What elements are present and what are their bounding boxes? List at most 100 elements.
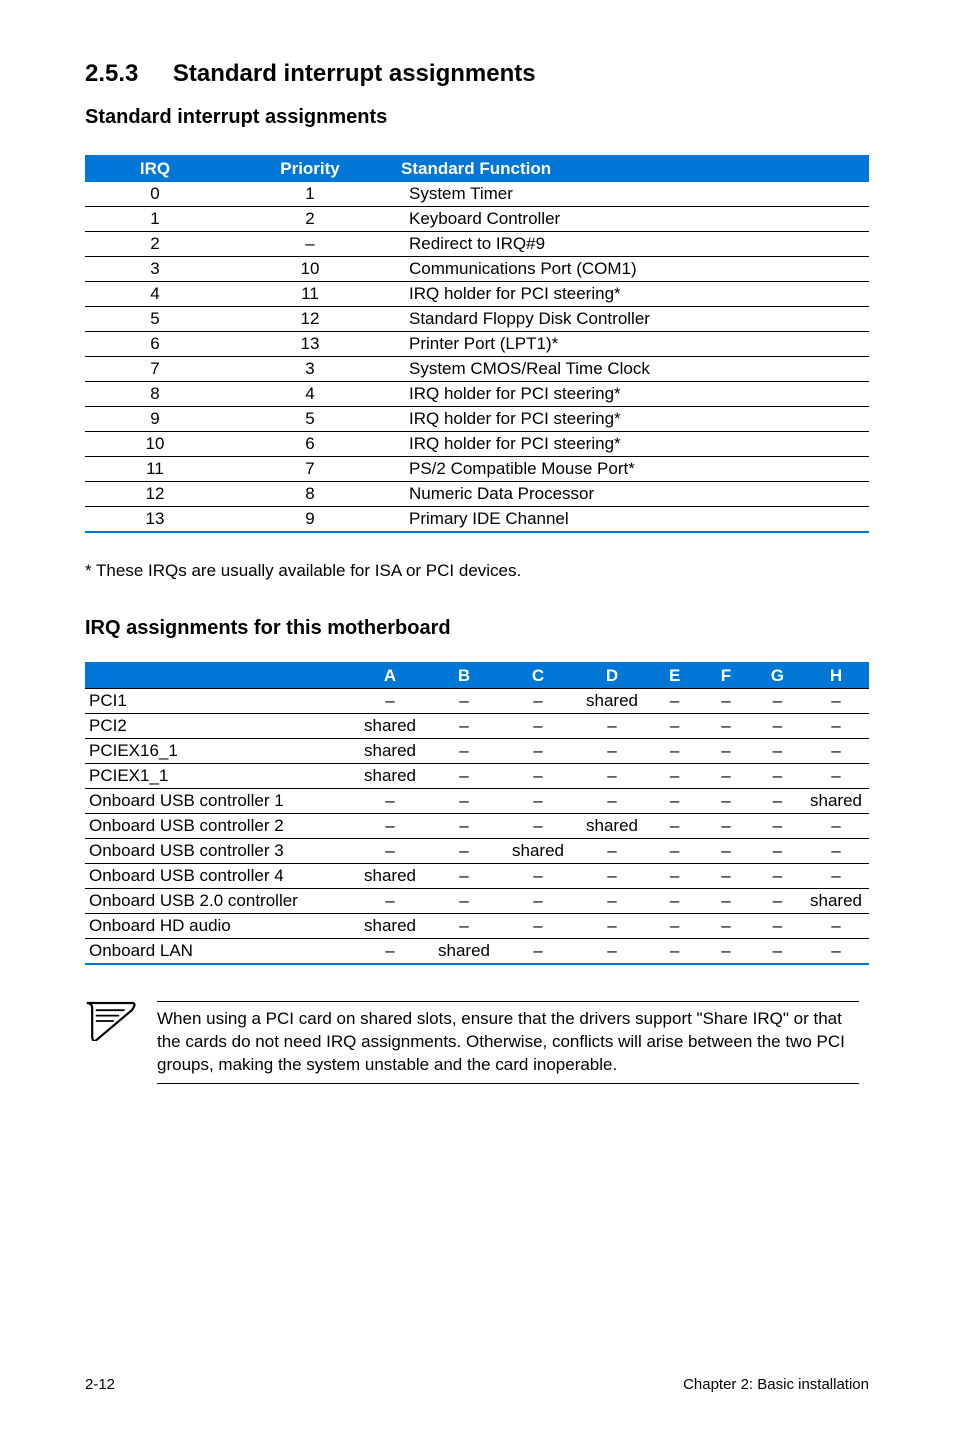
cell: – — [427, 764, 501, 789]
col-a: A — [353, 663, 427, 689]
table-row: 2–Redirect to IRQ#9 — [85, 232, 869, 257]
cell: 10 — [85, 432, 225, 457]
cell: – — [752, 764, 803, 789]
cell: – — [575, 889, 649, 914]
cell: – — [649, 939, 700, 965]
cell: shared — [575, 814, 649, 839]
table-row: PCI2shared––––––– — [85, 714, 869, 739]
cell: shared — [575, 689, 649, 714]
table-row: 12Keyboard Controller — [85, 207, 869, 232]
cell: – — [752, 814, 803, 839]
cell: 12 — [225, 307, 395, 332]
cell: – — [752, 739, 803, 764]
cell: shared — [353, 764, 427, 789]
cell: – — [427, 914, 501, 939]
col-e: E — [649, 663, 700, 689]
table-row: 139Primary IDE Channel — [85, 507, 869, 533]
table-row: 512Standard Floppy Disk Controller — [85, 307, 869, 332]
cell: shared — [803, 889, 869, 914]
cell: – — [427, 789, 501, 814]
cell: shared — [353, 914, 427, 939]
cell: 5 — [225, 407, 395, 432]
cell: – — [649, 739, 700, 764]
table-row: 01System Timer — [85, 182, 869, 207]
cell: – — [427, 864, 501, 889]
cell: – — [700, 864, 751, 889]
cell: – — [501, 914, 575, 939]
cell: – — [353, 789, 427, 814]
cell: – — [803, 739, 869, 764]
cell: 3 — [85, 257, 225, 282]
cell: – — [427, 889, 501, 914]
cell: – — [700, 789, 751, 814]
cell: – — [649, 764, 700, 789]
cell: – — [575, 914, 649, 939]
cell: 13 — [225, 332, 395, 357]
table-row: 95IRQ holder for PCI steering* — [85, 407, 869, 432]
cell: Primary IDE Channel — [395, 507, 869, 533]
cell: – — [649, 789, 700, 814]
cell: 3 — [225, 357, 395, 382]
cell: shared — [803, 789, 869, 814]
cell: PCI2 — [85, 714, 353, 739]
cell: – — [501, 814, 575, 839]
cell: 11 — [225, 282, 395, 307]
info-box: When using a PCI card on shared slots, e… — [85, 1001, 869, 1084]
table-row: Onboard USB controller 3––shared––––– — [85, 839, 869, 864]
cell: shared — [353, 739, 427, 764]
cell: – — [501, 939, 575, 965]
cell: – — [427, 689, 501, 714]
cell: 9 — [85, 407, 225, 432]
table-row: 128Numeric Data Processor — [85, 482, 869, 507]
cell: Printer Port (LPT1)* — [395, 332, 869, 357]
cell: – — [803, 764, 869, 789]
cell: – — [700, 814, 751, 839]
cell: Onboard USB controller 2 — [85, 814, 353, 839]
cell: Onboard USB controller 4 — [85, 864, 353, 889]
cell: 2 — [225, 207, 395, 232]
col-g: G — [752, 663, 803, 689]
cell: 13 — [85, 507, 225, 533]
col-function: Standard Function — [395, 156, 869, 182]
cell: – — [501, 864, 575, 889]
cell: – — [752, 889, 803, 914]
cell: – — [803, 839, 869, 864]
cell: shared — [353, 864, 427, 889]
table-row: 310Communications Port (COM1) — [85, 257, 869, 282]
note-icon — [85, 1001, 139, 1046]
cell: Onboard HD audio — [85, 914, 353, 939]
cell: Onboard USB controller 1 — [85, 789, 353, 814]
page-number: 2-12 — [85, 1376, 115, 1393]
table-header-row: IRQ Priority Standard Function — [85, 156, 869, 182]
cell: IRQ holder for PCI steering* — [395, 282, 869, 307]
cell: 11 — [85, 457, 225, 482]
cell: – — [649, 914, 700, 939]
cell: – — [427, 814, 501, 839]
table-row: Onboard USB controller 1–––––––shared — [85, 789, 869, 814]
cell: IRQ holder for PCI steering* — [395, 407, 869, 432]
cell: 1 — [85, 207, 225, 232]
table-header-row: A B C D E F G H — [85, 663, 869, 689]
cell: IRQ holder for PCI steering* — [395, 382, 869, 407]
cell: Redirect to IRQ#9 — [395, 232, 869, 257]
cell: – — [501, 739, 575, 764]
cell: – — [700, 839, 751, 864]
cell: – — [700, 939, 751, 965]
cell: Communications Port (COM1) — [395, 257, 869, 282]
col-f: F — [700, 663, 751, 689]
table-row: 117PS/2 Compatible Mouse Port* — [85, 457, 869, 482]
cell: – — [575, 839, 649, 864]
cell: – — [649, 714, 700, 739]
cell: – — [752, 839, 803, 864]
cell: System CMOS/Real Time Clock — [395, 357, 869, 382]
col-c: C — [501, 663, 575, 689]
cell: – — [803, 814, 869, 839]
cell: – — [700, 714, 751, 739]
table-row: 106IRQ holder for PCI steering* — [85, 432, 869, 457]
table-row: 411IRQ holder for PCI steering* — [85, 282, 869, 307]
table-row: PCIEX16_1shared––––––– — [85, 739, 869, 764]
irq-assignment-table: A B C D E F G H PCI1–––shared–––– PCI2sh… — [85, 662, 869, 965]
cell: – — [803, 864, 869, 889]
cell: – — [353, 814, 427, 839]
cell: shared — [427, 939, 501, 965]
